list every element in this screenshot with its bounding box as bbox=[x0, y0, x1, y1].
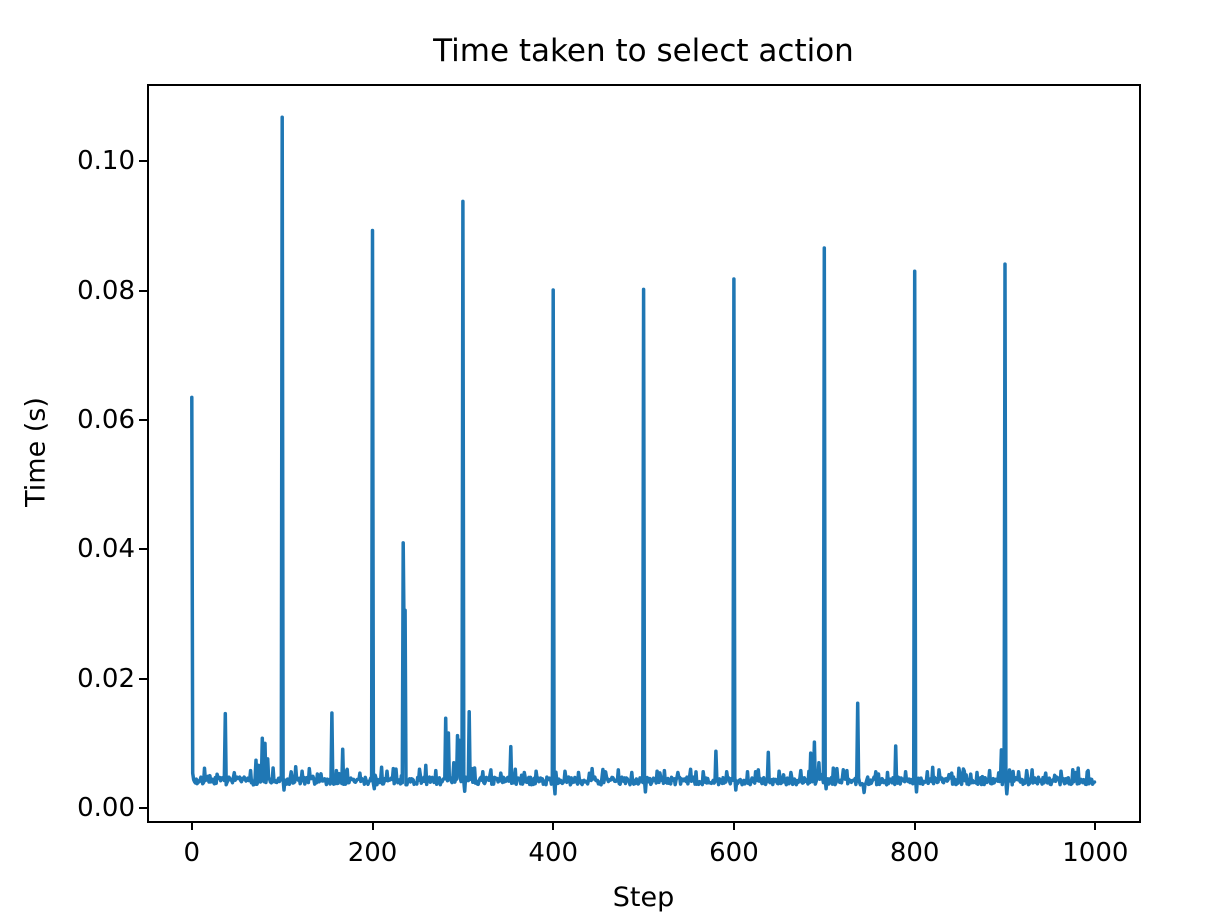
time-series-line bbox=[190, 115, 1097, 796]
x-axis-label: Step bbox=[612, 882, 675, 913]
chart-title: Time taken to select action bbox=[433, 33, 854, 69]
x-tick-label: 800 bbox=[889, 838, 940, 868]
y-tick-mark bbox=[139, 289, 148, 292]
y-tick-label: 0.00 bbox=[77, 793, 135, 824]
x-tick-mark bbox=[190, 821, 193, 830]
y-tick-label: 0.08 bbox=[77, 275, 135, 306]
x-tick-mark bbox=[1094, 821, 1097, 830]
x-tick-mark bbox=[732, 821, 735, 830]
y-tick-label: 0.10 bbox=[77, 146, 135, 177]
x-tick-label: 600 bbox=[709, 838, 759, 868]
y-tick-mark bbox=[139, 677, 148, 680]
x-tick-label: 200 bbox=[347, 838, 398, 868]
x-tick-label: 0 bbox=[183, 838, 201, 868]
y-axis-label: Time (s) bbox=[20, 397, 52, 507]
x-tick-label: 1000 bbox=[1062, 838, 1129, 868]
plot-svg bbox=[190, 115, 1097, 796]
x-tick-mark bbox=[552, 821, 555, 830]
x-tick-label: 400 bbox=[528, 838, 579, 868]
x-tick-mark bbox=[913, 821, 916, 830]
y-tick-mark bbox=[139, 548, 148, 551]
y-tick-label: 0.04 bbox=[77, 534, 135, 565]
y-tick-mark bbox=[139, 419, 148, 422]
y-tick-label: 0.02 bbox=[77, 663, 135, 694]
y-tick-mark bbox=[139, 160, 148, 163]
x-tick-mark bbox=[371, 821, 374, 830]
y-tick-mark bbox=[139, 807, 148, 810]
y-tick-label: 0.06 bbox=[77, 405, 135, 436]
